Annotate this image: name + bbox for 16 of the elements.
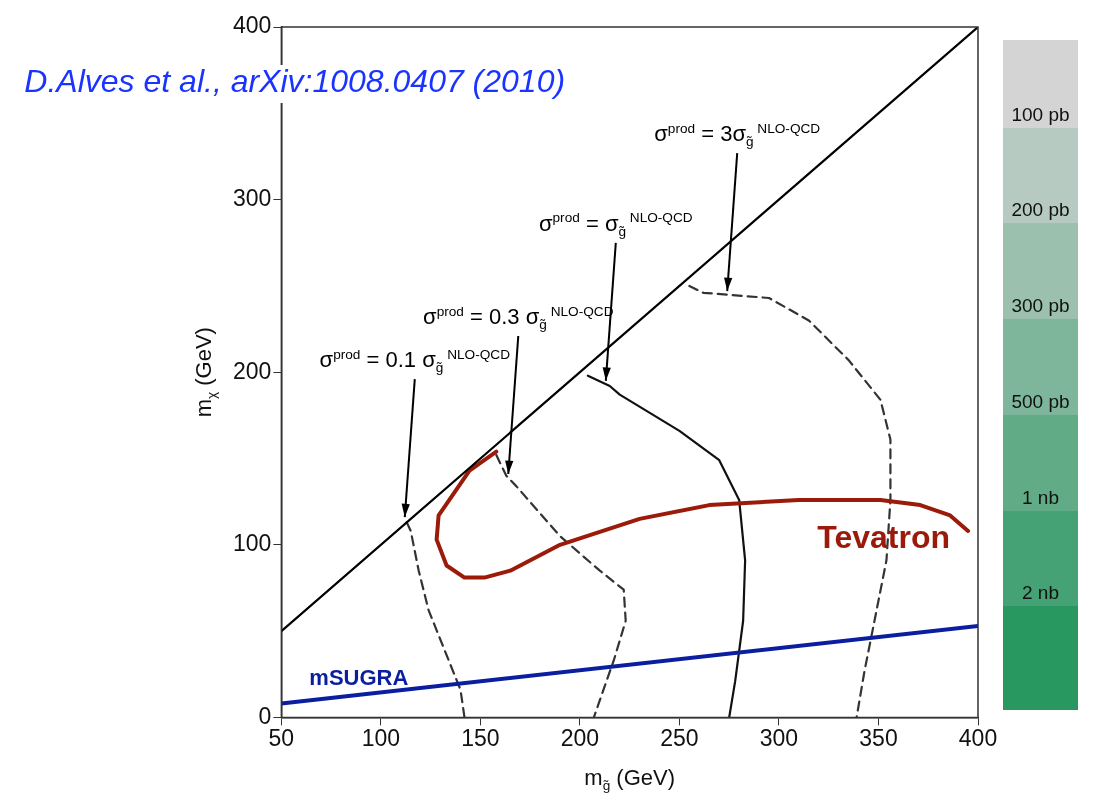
annotation: D.Alves et al., arXiv:1008.0407 (2010) — [24, 63, 566, 99]
x-tick-label: 350 — [859, 724, 898, 751]
series-label: Tevatron — [817, 518, 951, 555]
y-tick-label: 100 — [233, 530, 272, 557]
y-tick-label: 400 — [233, 12, 272, 39]
x-tick-label: 200 — [560, 724, 600, 751]
x-tick-label: 100 — [361, 724, 401, 751]
series-label: mSUGRA — [309, 664, 409, 690]
y-axis-title: mχ (GeV) — [191, 327, 220, 418]
x-tick-label: 400 — [958, 724, 998, 751]
x-tick-label: 250 — [660, 724, 699, 751]
x-tick-label: 150 — [461, 724, 500, 751]
y-tick-label: 300 — [233, 184, 272, 211]
x-tick-label: 300 — [759, 724, 799, 751]
y-tick-label: 200 — [233, 357, 272, 384]
colour-scale: 100 pb 200 pb 300 pb 500 pb 1 nb 2 nb — [1003, 40, 1078, 710]
